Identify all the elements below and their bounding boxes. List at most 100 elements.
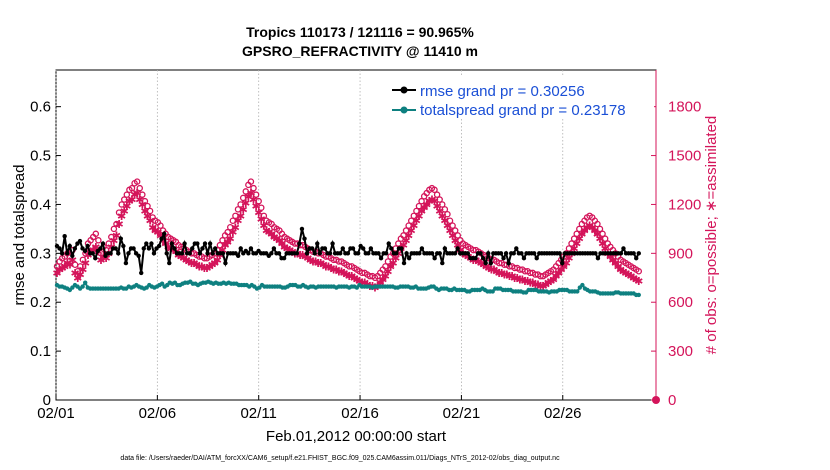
possible-obs-point	[115, 209, 123, 216]
assimilated-obs-point: ✱	[233, 215, 242, 228]
totalspread-point	[159, 281, 165, 286]
rmse-point	[141, 246, 146, 251]
rmse-point	[210, 251, 215, 256]
totalspread-point	[636, 292, 641, 298]
assimilated-obs-point: ✱	[298, 249, 307, 262]
assimilated-obs-point: ✱	[432, 200, 441, 213]
assimilated-obs-point: ✱	[489, 264, 498, 277]
assimilated-obs-point: ✱	[120, 205, 129, 218]
assimilated-obs-point: ✱	[81, 257, 90, 270]
rmse-point	[503, 251, 509, 256]
assimilated-obs-point: ✱	[445, 225, 454, 238]
rmse-point	[294, 251, 300, 256]
rmse-point	[478, 251, 483, 256]
rmse-point	[131, 246, 136, 251]
rmse-point	[65, 251, 70, 256]
assimilated-obs-point: ✱	[184, 255, 193, 268]
assimilated-obs-point: ✱	[182, 254, 191, 267]
totalspread-point	[83, 280, 88, 285]
rmse-point	[70, 253, 75, 258]
rmse-point	[136, 253, 141, 258]
possible-obs-point	[384, 258, 392, 265]
assimilated-obs-point: ✱	[218, 244, 227, 257]
assimilated-obs-point: ✱	[634, 275, 643, 288]
rmse-point	[404, 251, 409, 256]
series-layer: ✱✱✱✱✱✱✱✱✱✱✱✱✱✱✱✱✱✱✱✱✱✱✱✱✱✱✱✱✱✱✱✱✱✱✱✱✱✱✱✱…	[52, 178, 660, 404]
assimilated-obs-point: ✱	[91, 241, 100, 254]
rmse-point	[389, 246, 394, 251]
y-left-tick-label: 0.2	[30, 294, 51, 311]
assimilated-obs-point: ✱	[500, 269, 509, 282]
possible-obs-point	[237, 201, 244, 208]
rmse-point	[634, 256, 639, 261]
rmse-point	[93, 256, 98, 261]
assimilated-obs-point: ✱	[339, 267, 348, 280]
rmse-point	[85, 243, 90, 249]
assimilated-obs-point: ✱	[572, 238, 581, 251]
rmse-point	[399, 246, 404, 251]
assimilated-obs-point: ✱	[109, 234, 118, 247]
assimilated-obs-point: ✱	[262, 225, 271, 238]
rmse-point	[151, 251, 157, 256]
possible-obs-point	[407, 217, 415, 224]
rmse-point	[429, 251, 435, 256]
assimilated-obs-point: ✱	[378, 273, 387, 286]
legend-rmse-label: rmse grand pr = 0.30256	[420, 83, 585, 100]
assimilated-obs-point: ✱	[244, 190, 253, 203]
rmse-point	[386, 241, 391, 246]
assimilated-obs-point: ✱	[112, 229, 121, 242]
y-right-tick-label: 600	[668, 294, 693, 311]
y-left-tick-label: 0.5	[30, 148, 51, 165]
rmse-point	[77, 238, 83, 244]
assimilated-obs-point: ✱	[626, 270, 635, 283]
rmse-point	[182, 241, 187, 246]
assimilated-obs-point: ✱	[117, 210, 126, 223]
possible-obs-point	[382, 263, 389, 270]
y-left-tick-label: 0	[43, 392, 51, 409]
rmse-point	[146, 246, 152, 251]
assimilated-obs-point: ✱	[187, 257, 196, 270]
rmse-point	[302, 236, 307, 241]
assimilated-obs-point: ✱	[629, 272, 638, 285]
assimilated-obs-point: ✱	[231, 221, 240, 234]
x-tick-label: 02/16	[341, 405, 379, 422]
assimilated-obs-point: ✱	[249, 194, 258, 207]
assimilated-obs-point: ✱	[179, 252, 188, 265]
assimilated-obs-point: ✱	[414, 210, 423, 223]
possible-obs-point	[120, 196, 128, 203]
rmse-point	[338, 251, 343, 256]
rmse-point	[327, 251, 333, 256]
assimilated-obs-point: ✱	[613, 260, 622, 273]
assimilated-obs-point: ✱	[360, 277, 369, 290]
rmse-point	[235, 253, 241, 258]
rmse-point	[90, 251, 95, 256]
x-tick-label: 02/21	[443, 405, 481, 422]
possible-obs-point	[133, 178, 141, 185]
possible-obs-point	[260, 212, 268, 220]
x-tick-label: 02/11	[240, 405, 276, 422]
possible-obs-point	[113, 220, 120, 228]
assimilated-obs-point: ✱	[564, 252, 573, 265]
assimilated-obs-point: ✱	[536, 280, 545, 293]
rmse-point	[621, 246, 626, 251]
rmse-point	[269, 251, 274, 256]
possible-obs-point	[242, 188, 250, 195]
rmse-point	[417, 251, 422, 256]
assimilated-obs-point: ✱	[518, 273, 527, 286]
assimilated-obs-point: ✱	[557, 264, 566, 277]
totalspread-point	[580, 282, 585, 288]
assimilated-obs-point: ✱	[401, 234, 410, 247]
rmse-point	[368, 246, 374, 251]
assimilated-obs-point: ✱	[420, 202, 429, 215]
assimilated-obs-point: ✱	[337, 265, 346, 278]
assimilated-obs-point: ✱	[316, 257, 325, 270]
assimilated-obs-point: ✱	[241, 197, 250, 210]
possible-obs-point	[95, 237, 102, 244]
possible-obs-point	[635, 268, 643, 275]
assimilated-obs-point: ✱	[140, 205, 149, 218]
rmse-point	[172, 246, 177, 251]
possible-obs-point	[601, 235, 609, 242]
assimilated-obs-point: ✱	[306, 254, 315, 267]
rmse-point	[366, 251, 371, 256]
rmse-point	[164, 251, 169, 256]
